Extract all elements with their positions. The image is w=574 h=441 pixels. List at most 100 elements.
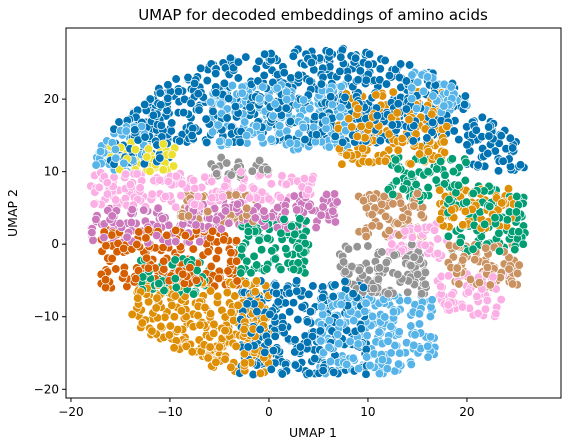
data-point bbox=[95, 146, 106, 157]
data-point bbox=[352, 131, 362, 142]
data-point bbox=[200, 302, 210, 313]
data-point bbox=[171, 171, 181, 181]
data-point bbox=[273, 202, 283, 213]
data-point bbox=[340, 276, 350, 287]
data-point bbox=[324, 342, 334, 352]
data-point bbox=[458, 220, 468, 230]
data-point bbox=[205, 342, 215, 352]
data-point bbox=[364, 49, 375, 59]
data-point bbox=[375, 64, 385, 74]
y-axis-label: UMAP 2 bbox=[5, 189, 20, 237]
data-point bbox=[214, 342, 225, 352]
data-point bbox=[336, 52, 346, 62]
data-point bbox=[353, 339, 363, 349]
data-point bbox=[290, 335, 300, 345]
data-point bbox=[390, 340, 400, 351]
data-point bbox=[152, 230, 162, 241]
data-point bbox=[406, 321, 416, 331]
data-point bbox=[132, 239, 142, 250]
data-point bbox=[147, 326, 157, 336]
y-tick-label: −10 bbox=[34, 310, 59, 324]
data-point bbox=[406, 169, 417, 179]
data-point bbox=[180, 230, 191, 241]
data-point bbox=[233, 300, 243, 310]
data-point bbox=[496, 294, 506, 305]
scatter-points bbox=[86, 44, 530, 380]
data-point bbox=[361, 369, 371, 379]
data-point bbox=[332, 197, 342, 207]
data-point bbox=[491, 309, 501, 319]
data-point bbox=[293, 314, 303, 325]
data-point bbox=[213, 120, 223, 130]
data-point bbox=[292, 276, 302, 286]
data-point bbox=[145, 94, 155, 104]
data-point bbox=[388, 87, 398, 97]
data-point bbox=[498, 156, 508, 166]
data-point bbox=[363, 241, 373, 251]
data-point bbox=[100, 275, 111, 285]
data-point bbox=[345, 336, 355, 347]
data-point bbox=[372, 111, 382, 121]
data-point bbox=[384, 129, 394, 139]
data-point bbox=[403, 287, 413, 297]
data-point bbox=[282, 94, 292, 105]
data-point bbox=[305, 76, 315, 86]
data-point bbox=[484, 122, 494, 132]
data-point bbox=[211, 88, 221, 98]
data-point bbox=[417, 289, 427, 299]
data-point bbox=[510, 244, 520, 255]
data-point bbox=[292, 286, 302, 296]
data-point bbox=[191, 220, 201, 230]
data-point bbox=[171, 236, 181, 247]
data-point bbox=[277, 322, 287, 333]
data-point bbox=[277, 369, 287, 379]
data-point bbox=[483, 148, 493, 159]
data-point bbox=[435, 281, 446, 292]
data-point bbox=[349, 315, 359, 326]
data-point bbox=[380, 156, 390, 166]
data-point bbox=[245, 102, 255, 112]
data-point bbox=[130, 125, 140, 135]
data-point bbox=[151, 303, 161, 313]
data-point bbox=[363, 59, 374, 70]
data-point bbox=[353, 363, 364, 374]
data-point bbox=[468, 244, 478, 254]
data-point bbox=[233, 73, 243, 83]
data-point bbox=[159, 256, 169, 266]
data-point bbox=[383, 336, 393, 346]
data-point bbox=[158, 165, 168, 175]
data-point bbox=[333, 329, 343, 340]
data-point bbox=[262, 164, 273, 175]
data-point bbox=[140, 99, 150, 110]
data-point bbox=[348, 353, 358, 363]
data-point bbox=[327, 99, 337, 110]
data-point bbox=[167, 300, 177, 311]
data-point bbox=[88, 235, 98, 245]
data-point bbox=[189, 78, 200, 89]
data-point bbox=[251, 121, 262, 131]
data-point bbox=[286, 221, 297, 231]
data-point bbox=[111, 264, 121, 274]
data-point bbox=[423, 147, 434, 157]
data-point bbox=[193, 89, 203, 99]
data-point bbox=[230, 101, 241, 112]
data-point bbox=[292, 205, 302, 215]
data-point bbox=[355, 66, 365, 76]
data-point bbox=[127, 309, 137, 320]
data-point bbox=[145, 166, 155, 176]
data-point bbox=[141, 253, 152, 263]
data-point bbox=[335, 318, 345, 328]
data-point bbox=[392, 108, 402, 118]
data-point bbox=[178, 107, 189, 118]
data-point bbox=[141, 233, 151, 243]
data-point bbox=[293, 70, 304, 80]
data-point bbox=[329, 367, 339, 377]
data-point bbox=[195, 237, 205, 247]
data-point bbox=[219, 78, 230, 88]
data-point bbox=[465, 274, 476, 285]
data-point bbox=[364, 120, 375, 130]
data-point bbox=[209, 319, 219, 329]
data-point bbox=[211, 215, 222, 225]
data-point bbox=[435, 214, 445, 225]
data-point bbox=[230, 291, 240, 301]
